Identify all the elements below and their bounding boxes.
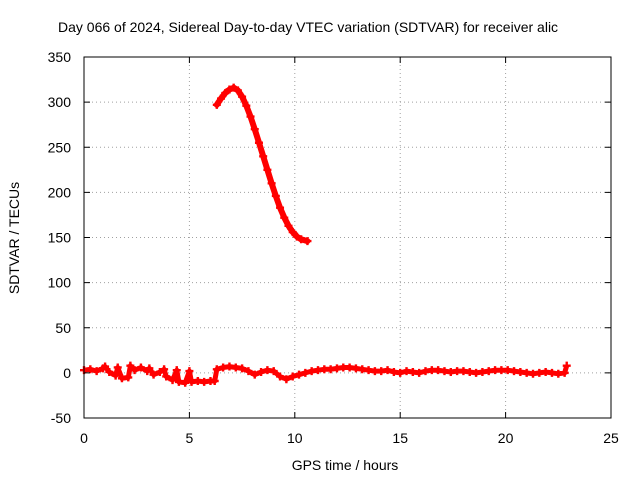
data-point: [263, 165, 272, 174]
data-point: [297, 235, 306, 244]
y-tick-label: 200: [48, 184, 72, 200]
grid: [84, 57, 611, 418]
y-tick-label: 100: [48, 275, 72, 291]
data-point: [233, 86, 242, 95]
plot-frame: [83, 56, 612, 419]
data-point: [250, 125, 259, 134]
x-tick-label: 10: [287, 430, 303, 446]
near-zero-trace: [83, 363, 570, 386]
data-point: [254, 138, 263, 147]
data-point: [288, 228, 297, 237]
x-tick-label: 25: [603, 430, 619, 446]
y-axis-title: SDTVAR / TECUs: [6, 182, 22, 294]
data-point: [280, 213, 289, 222]
data-point: [276, 203, 285, 212]
series-high-arc: [212, 83, 312, 246]
data-layer: [80, 83, 571, 387]
series-trace: [213, 84, 311, 245]
y-tick-label: 0: [63, 365, 71, 381]
y-tick-label: 50: [55, 320, 71, 336]
chart-title: Day 066 of 2024, Sidereal Day-to-day VTE…: [58, 19, 558, 35]
data-point: [217, 94, 226, 103]
data-point: [221, 89, 230, 98]
series-near-zero-band: [83, 363, 570, 386]
y-tick-label: 150: [48, 230, 72, 246]
data-point: [292, 232, 301, 241]
data-point: [267, 179, 276, 188]
data-point: [303, 237, 312, 246]
x-axis-title: GPS time / hours: [292, 457, 399, 473]
y-tick-label: 300: [48, 94, 72, 110]
data-point: [259, 152, 268, 161]
data-point: [225, 85, 234, 94]
x-tick-label: 0: [80, 430, 88, 446]
data-point: [246, 112, 255, 121]
x-tick-label: 5: [186, 430, 194, 446]
data-point: [229, 83, 238, 92]
x-tick-label: 15: [392, 430, 408, 446]
data-point: [238, 92, 247, 101]
data-point: [242, 101, 251, 110]
data-point: [212, 100, 221, 109]
x-tick-label: 20: [498, 430, 514, 446]
ticks: 0 5 10 15 20 25 -50 0 50 100 150 200 250 300 350: [48, 49, 619, 446]
data-point: [271, 191, 280, 200]
data-point: [284, 221, 293, 230]
y-tick-label: 350: [48, 49, 72, 65]
y-tick-label: 250: [48, 139, 72, 155]
y-tick-label: -50: [51, 410, 71, 426]
